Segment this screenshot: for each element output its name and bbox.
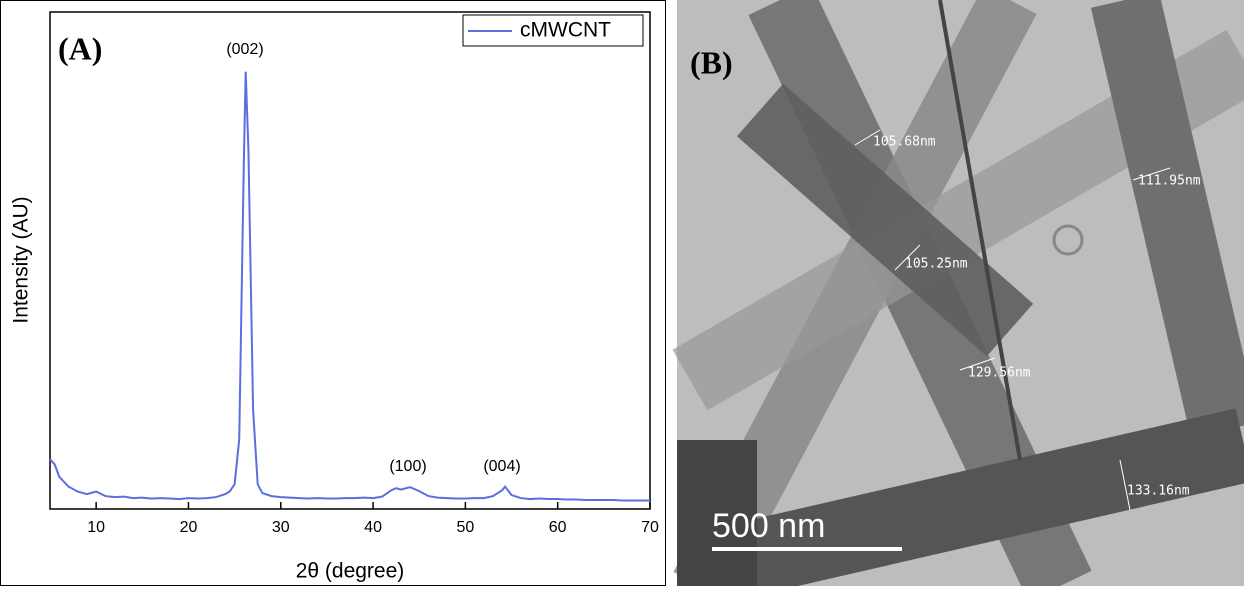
y-axis-label: Intensity (AU) [10, 196, 33, 323]
x-tick-label: 10 [87, 519, 105, 536]
x-axis-label: 2θ (degree) [296, 560, 405, 583]
x-tick-label: 40 [364, 519, 382, 536]
panel-label: (A) [58, 30, 102, 66]
measurement-label: 105.25nm [905, 257, 968, 272]
measurement-label: 129.56nm [968, 366, 1031, 381]
peak-annotation: (100) [389, 458, 426, 475]
x-tick-label: 20 [180, 519, 198, 536]
measurement-label: 133.16nm [1127, 484, 1190, 499]
peak-annotation: (002) [226, 41, 263, 58]
figure: 500 nm (B) 105.68nm 105.25nm 111.95nm 129.5… [0, 0, 1244, 586]
tem-image: 500 nm (B) 105.68nm 105.25nm 111.95nm 129.5… [677, 0, 1244, 586]
measurement-label: 111.95nm [1138, 174, 1201, 189]
x-tick-label: 70 [641, 519, 659, 536]
x-tick-label: 30 [272, 519, 290, 536]
peak-annotation: (004) [483, 458, 520, 475]
x-tick-label: 60 [549, 519, 567, 536]
scale-bar-label: 500 nm [712, 507, 825, 545]
x-tick-label: 50 [456, 519, 474, 536]
measurement-label: 105.68nm [873, 135, 936, 150]
panel-label: (B) [690, 44, 733, 80]
legend-label: cMWCNT [520, 19, 611, 42]
page: 500 nm (B) 105.68nm 105.25nm 111.95nm 129.5… [0, 0, 1244, 586]
